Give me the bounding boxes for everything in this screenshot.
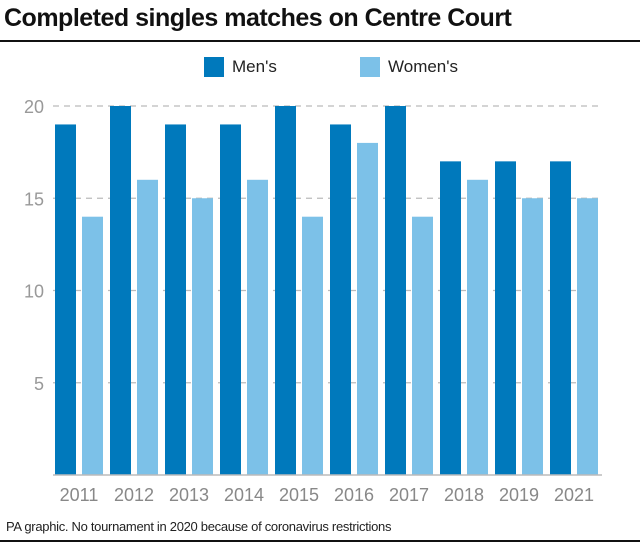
bar-mens-2013 xyxy=(165,124,186,475)
y-tick-label: 5 xyxy=(34,374,44,394)
bar-mens-2021 xyxy=(550,161,571,475)
x-tick-label: 2011 xyxy=(60,485,99,505)
y-tick-label: 15 xyxy=(24,189,44,209)
bar-mens-2017 xyxy=(385,106,406,475)
legend-swatch-womens xyxy=(360,57,380,77)
chart-title: Completed singles matches on Centre Cour… xyxy=(4,4,512,32)
legend-swatch-mens xyxy=(204,57,224,77)
bar-womens-2011 xyxy=(82,216,103,475)
x-tick-label: 2014 xyxy=(224,485,264,505)
bar-womens-2015 xyxy=(302,216,323,475)
legend-item-mens: Men's xyxy=(204,57,277,77)
footnote: PA graphic. No tournament in 2020 becaus… xyxy=(6,519,392,534)
bar-mens-2015 xyxy=(275,106,296,475)
x-tick-label: 2012 xyxy=(114,485,154,505)
bar-womens-2013 xyxy=(192,198,213,475)
legend-label-womens: Women's xyxy=(388,57,459,76)
x-tick-label: 2017 xyxy=(389,485,429,505)
bar-womens-2012 xyxy=(137,179,158,476)
bar-womens-2021 xyxy=(577,198,598,475)
legend-label-mens: Men's xyxy=(232,57,277,76)
x-tick-label: 2021 xyxy=(554,485,594,505)
bar-mens-2011 xyxy=(55,124,76,475)
x-tick-label: 2018 xyxy=(444,485,484,505)
x-tick-label: 2016 xyxy=(334,485,374,505)
bar-womens-2019 xyxy=(522,198,543,475)
bar-mens-2016 xyxy=(330,124,351,475)
bar-womens-2014 xyxy=(247,179,268,476)
legend-item-womens: Women's xyxy=(360,57,458,77)
bar-mens-2014 xyxy=(220,124,241,475)
bar-womens-2018 xyxy=(467,179,488,476)
bottom-rule xyxy=(0,540,640,542)
bar-womens-2016 xyxy=(357,142,378,475)
x-tick-label: 2015 xyxy=(279,485,319,505)
y-tick-label: 20 xyxy=(24,97,44,117)
bar-mens-2019 xyxy=(495,161,516,475)
bar-mens-2018 xyxy=(440,161,461,475)
x-tick-label: 2019 xyxy=(499,485,539,505)
bar-mens-2012 xyxy=(110,106,131,475)
top-rule xyxy=(0,40,640,42)
bar-womens-2017 xyxy=(412,216,433,475)
x-tick-label: 2013 xyxy=(169,485,209,505)
y-tick-label: 10 xyxy=(24,282,44,302)
